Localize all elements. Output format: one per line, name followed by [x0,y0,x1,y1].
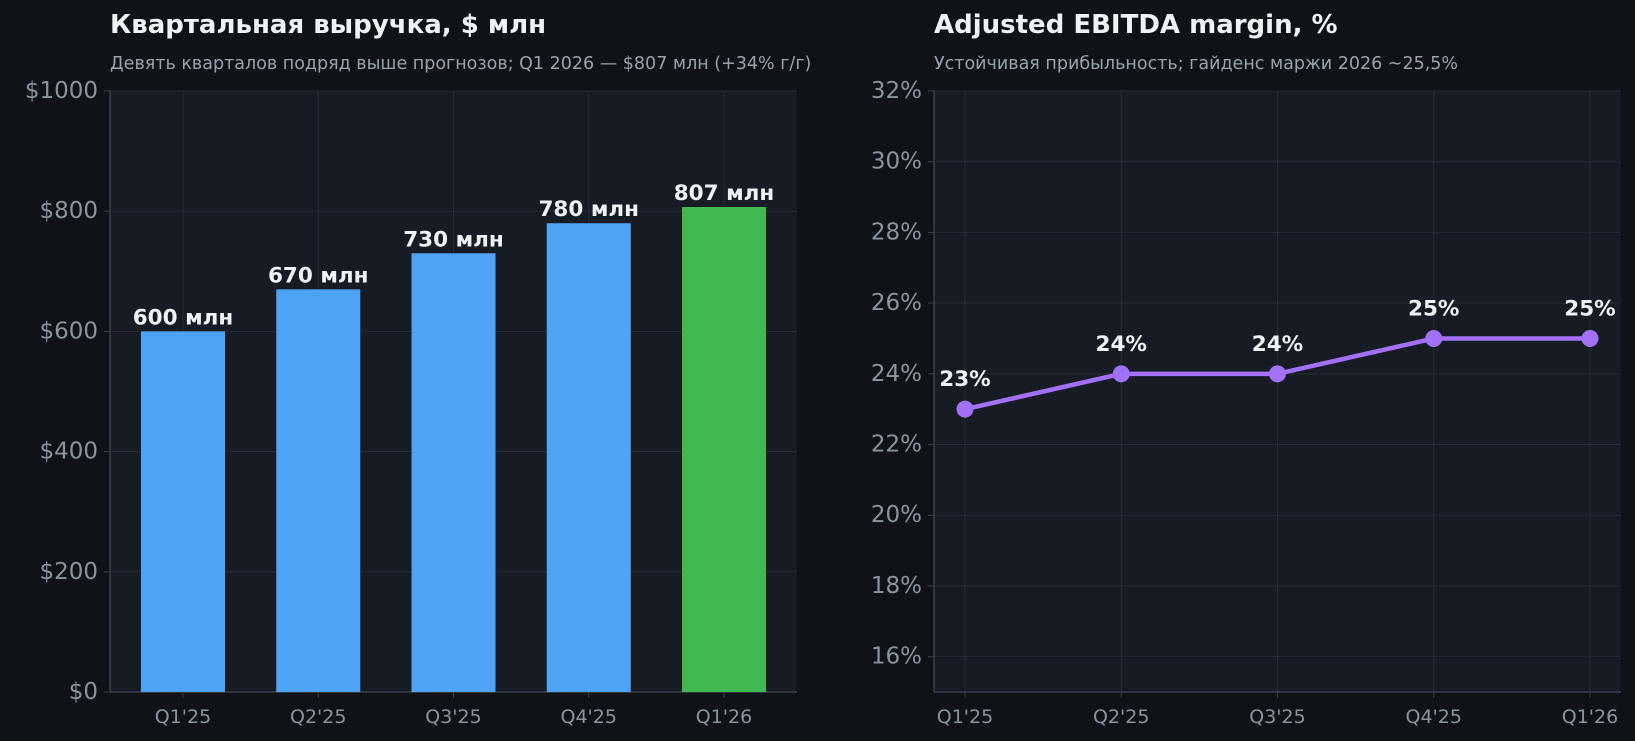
x-tick-label: Q4'25 [1406,706,1462,728]
margin-chart-subtitle: Устойчивая прибыльность; гайденс маржи 2… [934,54,1459,74]
y-tick-label: $200 [39,559,98,585]
margin-data-point [1581,329,1599,347]
margin-value-label: 24% [1252,332,1303,357]
margin-data-point [1425,329,1443,347]
margin-value-label: 25% [1564,296,1615,321]
y-tick-label: $400 [39,439,98,465]
revenue-chart-title: Квартальная выручка, $ млн [110,10,547,40]
margin-chart-title: Adjusted EBITDA margin, % [934,10,1338,40]
revenue-chart-subtitle: Девять кварталов подряд выше прогнозов; … [110,54,812,74]
revenue-bar-value-label: 780 млн [538,197,639,222]
x-tick-label: Q1'25 [155,706,211,728]
x-tick-label: Q4'25 [561,706,617,728]
y-tick-label: $800 [39,198,98,224]
x-tick-label: Q1'26 [1562,706,1618,728]
x-tick-label: Q1'25 [937,706,993,728]
y-tick-label: $1000 [25,78,98,104]
y-tick-label: $0 [69,679,98,705]
margin-value-label: 23% [939,367,990,392]
x-tick-label: Q2'25 [290,706,346,728]
revenue-bar-value-label: 600 млн [133,305,234,330]
ebitda-margin-line-chart: 16% 18% 20% 22% 24% 26% 28% 30% 32% Q1'25 Q2'25 Q3'… [871,78,1621,728]
revenue-bar [276,289,361,692]
revenue-bar-chart: $0 $200 $400 $600 $800 $1000 Q1'25 Q2'25 Q3'25 Q4… [25,78,797,728]
revenue-bar [546,223,631,692]
y-tick-label: 32% [871,78,922,104]
y-tick-label: 18% [871,573,922,599]
y-tick-label: 26% [871,290,922,316]
revenue-bar [141,331,225,692]
revenue-bar-value-label: 730 млн [403,227,504,252]
y-tick-label: 22% [871,432,922,458]
y-tick-label: 24% [871,361,922,387]
margin-data-point [956,400,974,418]
x-tick-label: Q2'25 [1093,706,1149,728]
margin-data-point [1112,365,1130,383]
revenue-bar [682,206,766,693]
y-tick-label: 30% [871,149,922,175]
y-tick-label: 28% [871,219,922,245]
x-tick-label: Q1'26 [696,706,752,728]
margin-value-label: 24% [1096,332,1147,357]
margin-value-label: 25% [1408,296,1459,321]
revenue-bar-value-label: 670 млн [268,263,369,288]
y-tick-label: 16% [871,644,922,670]
x-tick-label: Q3'25 [1249,706,1305,728]
x-tick-label: Q3'25 [425,706,481,728]
revenue-bar-value-label: 807 млн [674,181,775,206]
y-tick-label: $600 [39,318,98,344]
margin-data-point [1269,365,1286,383]
revenue-bar [411,253,496,692]
y-tick-label: 20% [871,502,922,528]
